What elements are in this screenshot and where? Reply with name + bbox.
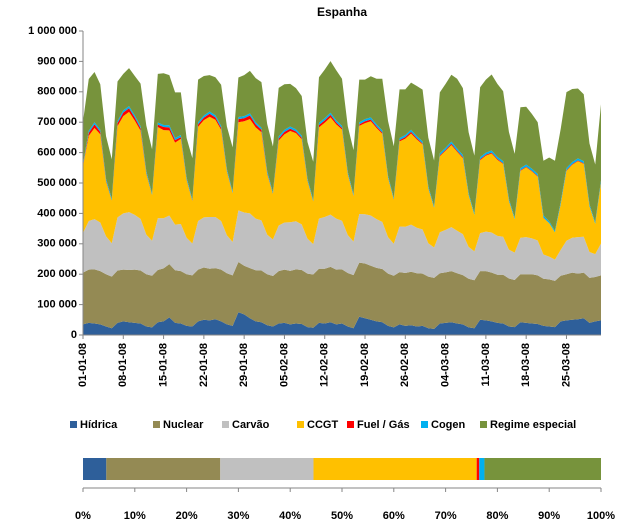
- y-tick-label: 500 000: [37, 177, 77, 189]
- bar-segment: [313, 458, 477, 480]
- x-tick-label: 29-01-08: [238, 343, 250, 387]
- y-tick-label: 0: [71, 329, 77, 341]
- x-tick-label: 05-02-08: [278, 343, 290, 387]
- bar-segment: [484, 458, 601, 480]
- x-tick-label: 11-03-08: [480, 343, 492, 386]
- x-tick-label: 22-01-08: [198, 343, 210, 387]
- y-tick-label: 400 000: [37, 207, 77, 219]
- y-tick-label: 300 000: [37, 238, 77, 250]
- legend-label: Regime especial: [490, 419, 576, 431]
- x-tick-label: 01-01-08: [77, 343, 89, 387]
- x-tick-label: 70%: [435, 510, 457, 522]
- legend-swatch: [70, 421, 77, 428]
- x-tick-label: 25-03-08: [560, 343, 572, 387]
- x-tick-label: 40%: [279, 510, 301, 522]
- x-tick-label: 0%: [75, 510, 91, 522]
- legend-swatch: [297, 421, 304, 428]
- y-tick-label: 200 000: [37, 268, 77, 280]
- x-tick-label: 08-01-08: [117, 343, 129, 387]
- x-tick-label: 10%: [124, 510, 146, 522]
- legend-label: Hídrica: [80, 419, 118, 431]
- x-tick-label: 26-02-08: [399, 343, 411, 387]
- y-tick-label: 100 000: [37, 299, 77, 311]
- area-series: [83, 111, 601, 260]
- area-series: [83, 108, 601, 233]
- legend-swatch: [222, 421, 229, 428]
- x-tick-label: 80%: [486, 510, 508, 522]
- bar-segment: [479, 458, 485, 480]
- chart-title: Espanha: [317, 5, 367, 19]
- legend-swatch: [480, 421, 487, 428]
- x-tick-label: 50%: [331, 510, 353, 522]
- y-tick-label: 800 000: [37, 86, 77, 98]
- x-tick-label: 30%: [227, 510, 249, 522]
- area-series: [83, 312, 601, 335]
- bar-segment: [83, 458, 107, 480]
- bar-segment: [220, 458, 314, 480]
- y-tick-label: 900 000: [37, 55, 77, 67]
- x-tick-label: 100%: [587, 510, 615, 522]
- y-tick-label: 700 000: [37, 116, 77, 128]
- legend-label: CCGT: [307, 419, 338, 431]
- x-tick-label: 15-01-08: [157, 343, 169, 387]
- area-series: [83, 262, 601, 329]
- x-tick-label: 19-02-08: [359, 343, 371, 387]
- legend-swatch: [153, 421, 160, 428]
- x-tick-label: 60%: [383, 510, 405, 522]
- legend-swatch: [347, 421, 354, 428]
- legend-swatch: [421, 421, 428, 428]
- legend-label: Cogen: [431, 419, 466, 431]
- x-tick-label: 04-03-08: [440, 343, 452, 387]
- bar-segment: [106, 458, 221, 480]
- x-tick-label: 18-03-08: [520, 343, 532, 387]
- area-series: [83, 210, 601, 281]
- legend-label: Nuclear: [163, 419, 204, 431]
- legend-label: Fuel / Gás: [357, 419, 410, 431]
- y-tick-label: 600 000: [37, 147, 77, 159]
- area-series: [83, 61, 601, 231]
- y-tick-label: 1 000 000: [28, 25, 77, 37]
- x-tick-label: 20%: [176, 510, 198, 522]
- x-tick-label: 12-02-08: [319, 343, 331, 387]
- x-tick-label: 90%: [538, 510, 560, 522]
- bar-segment: [476, 458, 480, 480]
- legend-label: Carvão: [232, 419, 270, 431]
